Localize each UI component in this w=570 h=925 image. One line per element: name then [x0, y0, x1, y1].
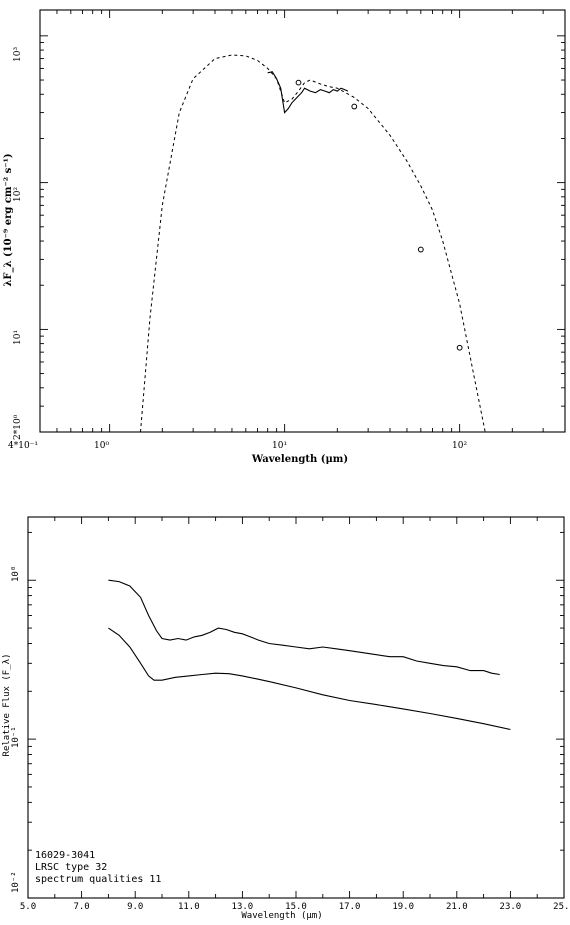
bottom-series-group: [108, 579, 511, 731]
bottom-spectrum-curve: [108, 579, 500, 676]
top-photometry-point: [456, 344, 463, 351]
top-photometry-point: [295, 79, 302, 86]
bottom-ytick-label-2: 10⁰: [11, 566, 21, 582]
bottom-ytick-label-1: 10⁻¹: [11, 726, 21, 748]
bottom-xtick-label: 13.0: [232, 902, 254, 912]
top-xtick-label-1: 10⁰: [94, 441, 109, 451]
bottom-x-tick-labels: 5.0 7.0 9.0 11.0 13.0 15.0 17.0 19.0 21.0 23.0 25.…: [20, 902, 570, 912]
top-xtick-label-0: 4*10⁻¹: [8, 441, 38, 451]
bottom-plot-frame: [27, 516, 565, 899]
top-x-axis-label: Wavelength (μm): [251, 454, 348, 465]
bottom-x-axis-label: Wavelength (μm): [241, 911, 322, 921]
bottom-xtick-label: 23.0: [500, 902, 522, 912]
bottom-xtick-label: 15.0: [285, 902, 307, 912]
bottom-xtick-label: 9.0: [127, 902, 143, 912]
annotation-line-2: LRSC type 32: [35, 862, 107, 873]
top-photometry-point: [417, 246, 424, 253]
top-model-curve: [140, 54, 486, 433]
top-ytick-label-2: 10²: [13, 187, 23, 202]
chart-bottom: 5.0 7.0 9.0 11.0 13.0 15.0 17.0 19.0 21.0 23.0 25.…: [2, 516, 570, 921]
top-axis-ticks: [39, 10, 566, 433]
top-spectrum-curve: [267, 71, 349, 114]
annotation-line-3: spectrum qualities 11: [35, 874, 161, 885]
top-ytick-label-3: 10³: [13, 47, 23, 62]
chart-top: 4*10⁻¹ 10⁰ 10¹ 10² 2*10⁰ 10¹ 10² 10³ Wav…: [3, 9, 566, 465]
top-photometry-point: [351, 103, 358, 110]
top-plot-frame: [39, 9, 566, 433]
annotation-line-1: 16029-3041: [35, 850, 95, 861]
bottom-spectrum-curve: [108, 627, 511, 731]
bottom-xtick-label: 25.0: [553, 902, 570, 912]
bottom-xtick-label: 21.0: [446, 902, 468, 912]
bottom-xtick-label: 11.0: [178, 902, 200, 912]
bottom-xtick-label: 7.0: [73, 902, 89, 912]
top-y-axis-label: λF_λ (10⁻⁹ erg cm⁻² s⁻¹): [3, 153, 14, 286]
bottom-axis-ticks: [27, 517, 565, 899]
bottom-xtick-label: 19.0: [392, 902, 414, 912]
top-ytick-label-0: 2*10⁰: [13, 414, 23, 440]
top-xtick-label-2: 10¹: [272, 441, 287, 451]
top-series-group: [140, 54, 486, 433]
top-xtick-label-3: 10²: [452, 441, 467, 451]
bottom-xtick-label: 5.0: [20, 902, 36, 912]
top-ytick-label-1: 10¹: [13, 330, 23, 345]
bottom-y-axis-label: Relative Flux (F_λ): [2, 654, 12, 757]
bottom-xtick-label: 17.0: [339, 902, 361, 912]
bottom-ytick-label-0: 10⁻²: [11, 871, 21, 893]
